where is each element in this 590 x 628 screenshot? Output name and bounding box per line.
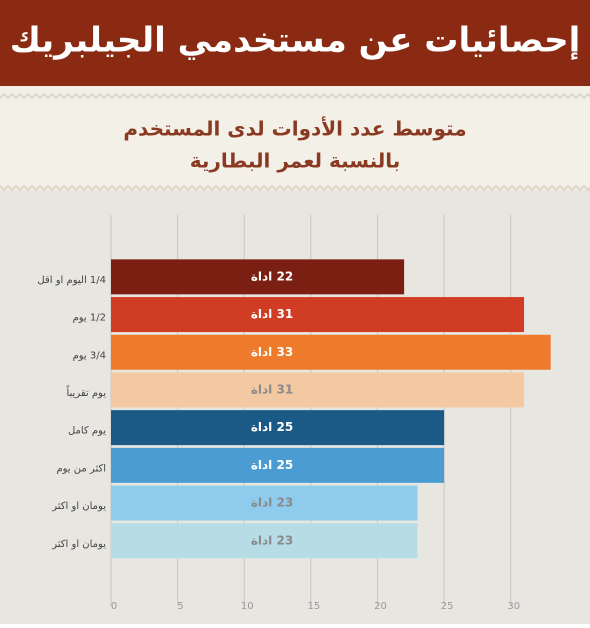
value-label: 31 اداة — [251, 382, 293, 396]
y-tick-label: 3/4 يوم — [73, 350, 106, 361]
value-label: 22 اداة — [251, 269, 293, 283]
zigzag-bottom — [0, 184, 590, 192]
bar — [111, 297, 525, 333]
bar — [111, 259, 405, 295]
y-tick-label: 1/4 اليوم او اقل — [37, 275, 106, 286]
bar — [111, 485, 418, 521]
y-tick-label: يومان او اكثر — [51, 539, 106, 550]
value-label: 33 اداة — [251, 345, 293, 359]
value-label: 25 اداة — [251, 458, 293, 472]
header — [0, 0, 590, 86]
bar — [111, 334, 551, 370]
zigzag-border — [0, 92, 590, 192]
y-tick-label: 1/2 يوم — [73, 313, 106, 324]
x-tick-label: 5 — [177, 601, 183, 612]
x-tick-label: 30 — [507, 601, 520, 612]
y-tick-label: يوم تقريباً — [66, 385, 106, 399]
subtitle: بالنسبة لعمر البطارية — [190, 149, 401, 173]
x-tick-label: 15 — [307, 601, 320, 612]
bar — [111, 523, 418, 559]
bar — [111, 447, 445, 483]
y-tick-label: يوم كامل — [68, 426, 106, 437]
zigzag-top — [0, 92, 590, 100]
x-tick-label: 0 — [111, 601, 117, 612]
chart-title: إحصائيات عن مستخدمي الجيلبريك — [10, 21, 581, 61]
x-tick-label: 25 — [441, 601, 454, 612]
y-tick-label: يومان او اكثر — [51, 501, 106, 512]
bar — [111, 372, 525, 408]
subtitle: متوسط عدد الأدوات لدى المستخدم — [123, 116, 466, 141]
value-label: 23 اداة — [251, 533, 293, 547]
value-label: 31 اداة — [251, 307, 293, 321]
value-label: 23 اداة — [251, 496, 293, 510]
x-tick-label: 20 — [374, 601, 387, 612]
bar — [111, 410, 445, 446]
y-tick-label: اكثر من يوم — [56, 463, 106, 474]
x-tick-label: 10 — [241, 601, 254, 612]
value-label: 25 اداة — [251, 420, 293, 434]
